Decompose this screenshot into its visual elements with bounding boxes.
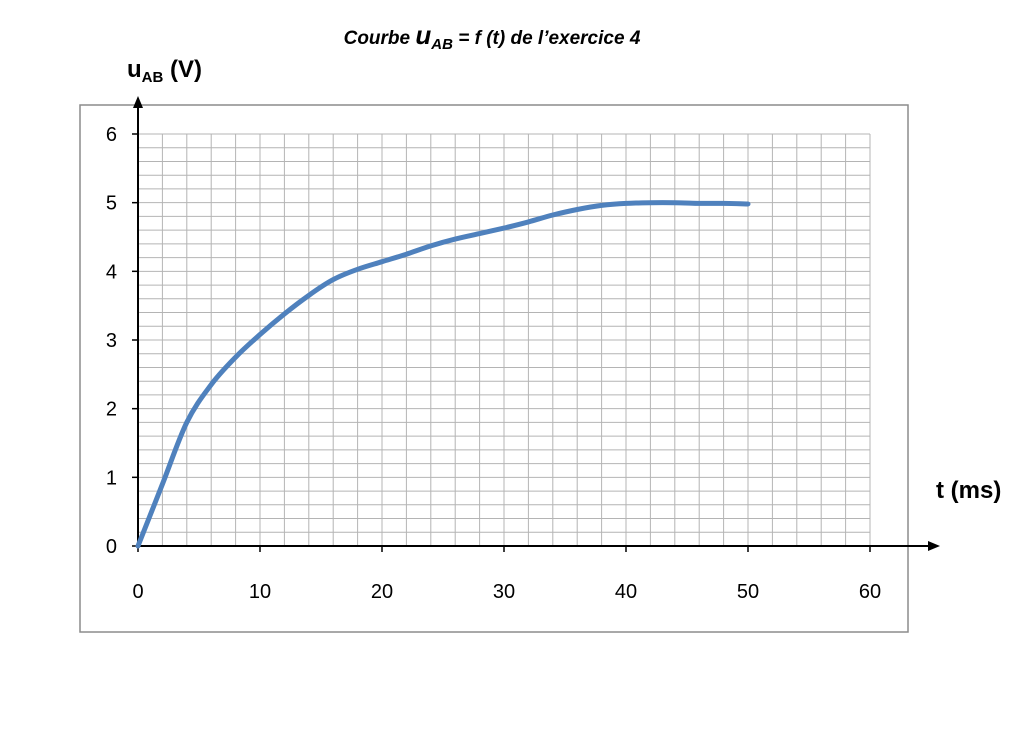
x-tick-label: 50 [737, 581, 759, 603]
title-prefix: Courbe [344, 28, 416, 49]
x-tick-labels: 0 10 20 30 40 50 60 [132, 581, 881, 603]
y-axis-unit: (V) [163, 56, 202, 83]
y-tick-label: 1 [106, 467, 117, 489]
x-axis-label: t (ms) [936, 477, 1001, 504]
y-tick-label: 5 [106, 193, 117, 215]
y-tick-labels: 0 1 2 3 4 5 6 [106, 124, 117, 558]
y-tick-label: 0 [106, 536, 117, 558]
x-tick-label: 30 [493, 581, 515, 603]
x-tick-label: 10 [249, 581, 271, 603]
chart-title: Courbe uAB = f (t) de l’exercice 4 [344, 20, 641, 53]
x-tick-label: 40 [615, 581, 637, 603]
x-tick-label: 0 [132, 581, 143, 603]
y-axis-label: uAB (V) [127, 56, 202, 86]
y-axis-subscript: AB [142, 69, 164, 86]
title-subscript: AB [430, 36, 453, 53]
axes [132, 96, 940, 552]
plot-area-frame [79, 104, 909, 633]
title-symbol: u [415, 20, 431, 50]
x-tick-label: 20 [371, 581, 393, 603]
x-axis-arrow [928, 541, 940, 551]
y-tick-label: 2 [106, 399, 117, 421]
y-axis-symbol: u [127, 56, 142, 83]
y-tick-label: 4 [106, 261, 117, 283]
grid [138, 133, 871, 546]
y-axis-arrow [133, 96, 143, 108]
data-line-u-ab [135, 200, 751, 549]
y-tick-label: 3 [106, 330, 117, 352]
y-tick-label: 6 [106, 124, 117, 146]
title-suffix: = f (t) de l’exercice 4 [453, 28, 641, 49]
x-tick-label: 60 [859, 581, 881, 603]
